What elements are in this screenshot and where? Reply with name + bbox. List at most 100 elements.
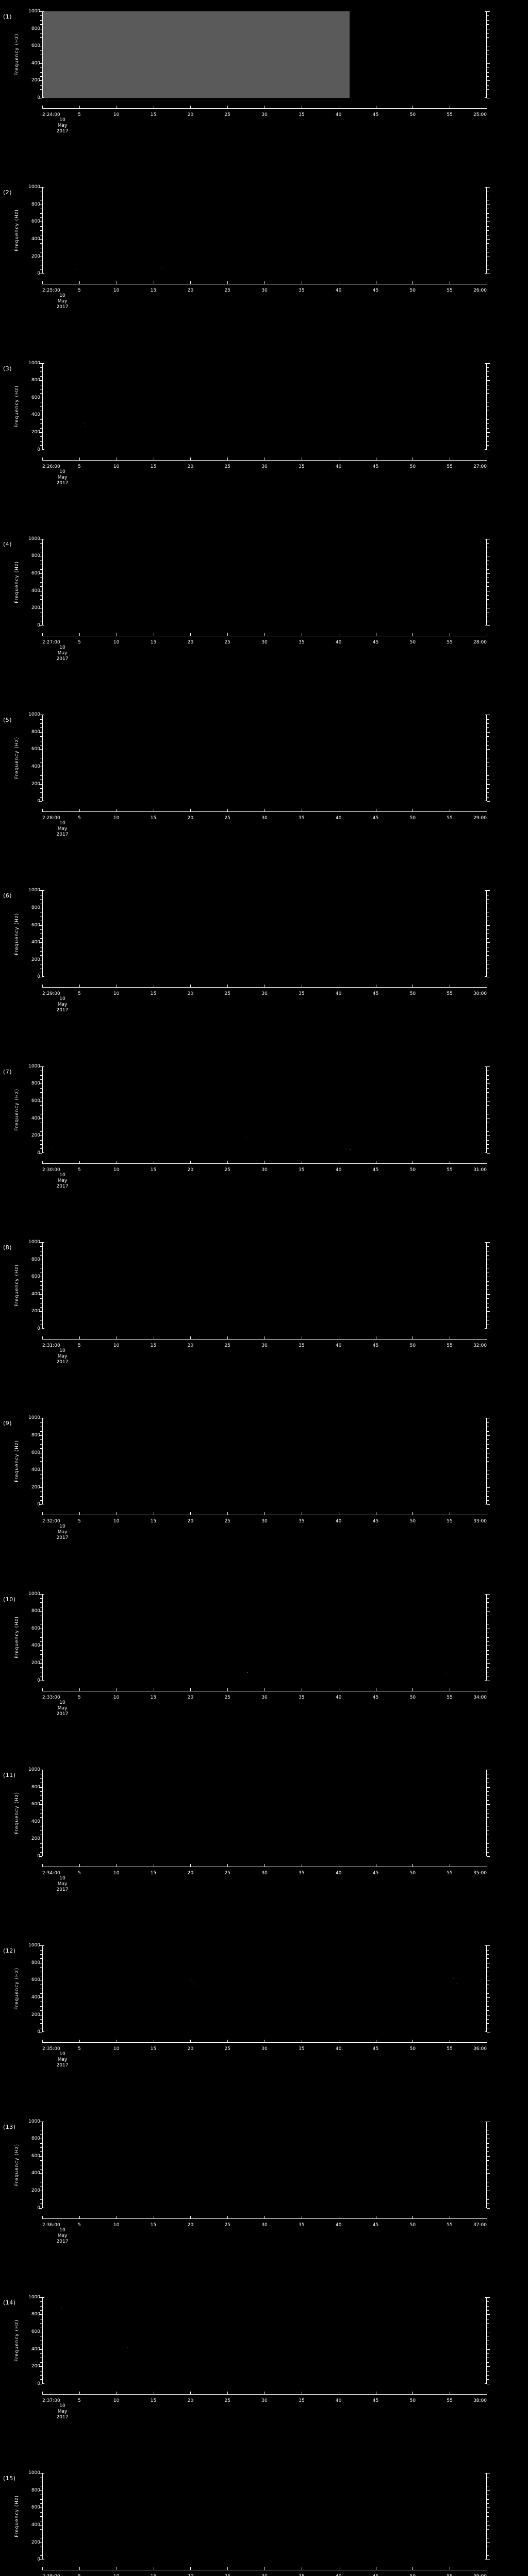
y-axis-tick bbox=[40, 796, 42, 798]
y-axis-tick-label: 600 bbox=[31, 1625, 40, 1631]
panel-index-label: (5) bbox=[3, 717, 12, 724]
x-axis-tick-label: 20 bbox=[188, 2574, 193, 2576]
x-axis-tick-label: 40 bbox=[335, 1870, 342, 1876]
x-axis-tick bbox=[227, 457, 228, 460]
x-axis-tick-label: 25 bbox=[224, 1694, 230, 1700]
panel-index-label: (6) bbox=[3, 892, 12, 900]
y-axis-title-text: Frequency (Hz) bbox=[14, 33, 20, 76]
y-axis-tick bbox=[40, 1993, 42, 1994]
y-axis-tick-label: 0 bbox=[37, 1502, 40, 1507]
y-axis-tick bbox=[487, 1148, 489, 1149]
panel-index-label: (3) bbox=[3, 365, 12, 372]
spectrogram-image bbox=[42, 1945, 487, 2032]
axis-date-month: May bbox=[57, 1705, 68, 1711]
x-axis-tick bbox=[79, 1863, 80, 1867]
y-axis-tick bbox=[487, 63, 490, 64]
x-axis-tick bbox=[42, 1160, 43, 1163]
x-axis-tick-label: 10 bbox=[113, 1694, 120, 1700]
y-axis-tick bbox=[487, 1118, 490, 1119]
x-axis-tick-label: 25 bbox=[224, 2574, 230, 2576]
spectrogram-image bbox=[42, 2122, 487, 2208]
y-axis-tick bbox=[40, 269, 42, 270]
y-axis-tick bbox=[487, 1131, 489, 1132]
x-axis-tick-label: 20 bbox=[187, 816, 194, 821]
x-axis-tick-label: 15 bbox=[150, 464, 157, 469]
axis-cap bbox=[485, 273, 487, 274]
y-axis-tick bbox=[39, 1945, 42, 1946]
y-axis-tick bbox=[487, 432, 490, 433]
y-axis-tick bbox=[39, 925, 42, 926]
y-axis-tick-label: 1000 bbox=[28, 1943, 40, 1948]
y-axis-tick bbox=[487, 2006, 489, 2007]
x-axis-tick-label: 15 bbox=[150, 639, 157, 645]
y-axis-tick bbox=[40, 2160, 42, 2161]
y-axis-tick-label: 800 bbox=[31, 1960, 40, 1965]
y-axis-title-text: Frequency (Hz) bbox=[14, 385, 20, 428]
x-axis-tick-label: 37:00 bbox=[473, 2222, 487, 2228]
axis-cap bbox=[42, 890, 44, 891]
x-axis-tick-label: 15 bbox=[150, 1694, 157, 1700]
spectrogram-image bbox=[42, 890, 487, 977]
y-axis-tick bbox=[487, 243, 489, 244]
y-axis-tick bbox=[487, 1602, 489, 1603]
y-axis-tick bbox=[40, 2353, 42, 2354]
y-axis-tick bbox=[487, 1307, 489, 1308]
y-axis-tick bbox=[487, 76, 489, 77]
y-axis-tick bbox=[487, 1281, 489, 1282]
y-axis-tick bbox=[40, 1422, 42, 1423]
y-axis-tick bbox=[487, 2173, 490, 2174]
x-axis-tick-label: 15 bbox=[150, 2398, 157, 2403]
y-axis-tick bbox=[40, 779, 42, 781]
y-axis-tick bbox=[39, 187, 42, 188]
y-axis-left: 0 200 400 600 800 1000 bbox=[28, 1591, 44, 1683]
x-axis-tick-label: 5 bbox=[77, 1167, 81, 1173]
x-axis-tick-label: 55 bbox=[447, 639, 453, 645]
spectrogram-panel: (11) Frequency (Hz) 0 200 400 600 800 1000 2:34:… bbox=[0, 1758, 528, 1934]
y-axis-tick bbox=[39, 749, 42, 750]
axis-date-day: 10 bbox=[59, 2052, 65, 2057]
y-axis-tick bbox=[487, 1092, 489, 1093]
spectrogram-panel: (14) Frequency (Hz) 0 200 400 600 800 1000 2:37:… bbox=[0, 2286, 528, 2462]
y-axis-tick bbox=[487, 792, 489, 793]
x-axis-tick bbox=[412, 1688, 414, 1691]
plot-area bbox=[42, 715, 487, 802]
y-axis-tick bbox=[487, 1778, 489, 1779]
y-axis-tick bbox=[487, 1787, 490, 1788]
y-axis-tick-label: 200 bbox=[31, 605, 40, 611]
x-axis-tick bbox=[227, 809, 228, 812]
axis-date-label: 10 May 2017 bbox=[42, 1348, 82, 1365]
y-axis-tick bbox=[487, 213, 489, 214]
x-axis-tick-label: 45 bbox=[372, 464, 379, 469]
x-axis-tick-label: 30 bbox=[261, 2398, 268, 2403]
x-axis-tick bbox=[79, 2567, 80, 2570]
y-axis-tick bbox=[487, 2010, 489, 2011]
y-axis-tick bbox=[487, 1140, 489, 1141]
y-axis-tick-label: 0 bbox=[37, 1150, 40, 1156]
x-axis-tick-label: 45 bbox=[372, 639, 379, 645]
axis-date-label: 10 May 2017 bbox=[42, 2403, 82, 2420]
y-axis-tick bbox=[487, 80, 490, 81]
y-axis-tick bbox=[40, 1637, 42, 1638]
y-axis-tick bbox=[487, 1105, 489, 1106]
x-axis-tick-label: 40 bbox=[335, 1343, 342, 1349]
x-axis-tick-label: 5 bbox=[77, 1694, 81, 1700]
y-axis-right bbox=[485, 1242, 490, 1330]
x-axis-tick-label: 50 bbox=[409, 2222, 416, 2228]
y-axis-tick bbox=[40, 1079, 42, 1080]
x-axis-tick bbox=[42, 281, 43, 284]
y-axis-tick bbox=[487, 1444, 489, 1445]
x-axis-tick-label: 55 bbox=[447, 112, 453, 117]
y-axis-tick bbox=[40, 1461, 42, 1462]
y-axis-tick bbox=[487, 1144, 489, 1145]
y-axis-tick-label: 200 bbox=[31, 1660, 40, 1666]
y-axis-tick-label: 600 bbox=[31, 1274, 40, 1280]
y-axis-tick bbox=[39, 1311, 42, 1312]
x-axis-tick bbox=[227, 281, 228, 284]
y-axis-tick bbox=[40, 582, 42, 583]
y-axis-tick bbox=[487, 2512, 489, 2513]
y-axis-tick-label: 600 bbox=[31, 2329, 40, 2335]
y-axis-tick bbox=[40, 2006, 42, 2007]
x-axis-tick-label: 10 bbox=[113, 2046, 120, 2052]
y-axis-title-text: Frequency (Hz) bbox=[14, 1264, 20, 1307]
x-axis-tick-label: 25 bbox=[224, 2398, 230, 2403]
